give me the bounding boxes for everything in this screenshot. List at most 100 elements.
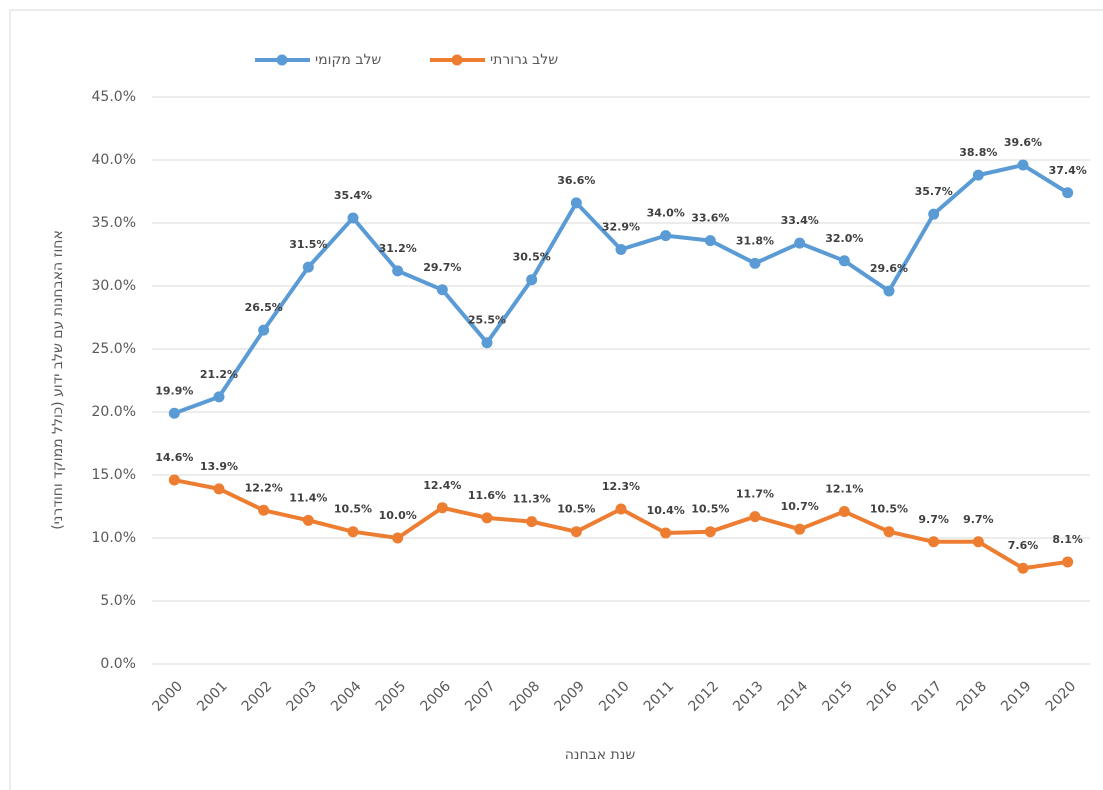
value-label: 29.6%	[870, 262, 908, 275]
point	[392, 532, 404, 544]
point	[258, 504, 270, 516]
value-label: 8.1%	[1052, 533, 1083, 546]
point	[615, 243, 627, 255]
value-label: 33.6%	[691, 212, 729, 225]
value-label: 32.9%	[602, 220, 640, 233]
point	[972, 536, 984, 548]
y-tick-label: 30.0%	[92, 278, 136, 294]
point	[570, 197, 582, 209]
point	[526, 274, 538, 286]
point	[481, 337, 493, 349]
value-label: 26.5%	[245, 301, 283, 314]
point	[883, 526, 895, 538]
value-label: 34.0%	[647, 207, 685, 220]
value-label: 10.5%	[691, 503, 729, 516]
value-label: 39.6%	[1004, 136, 1042, 149]
point	[704, 526, 716, 538]
point	[749, 511, 761, 523]
point	[1017, 159, 1029, 171]
y-tick-label: 45.0%	[92, 89, 136, 105]
legend-label: שלב מקומי	[315, 52, 381, 68]
point	[347, 526, 359, 538]
x-axis-label: שנת אבחנה	[565, 747, 636, 763]
y-tick-label: 5.0%	[100, 593, 136, 609]
value-label: 10.4%	[647, 504, 685, 517]
y-tick-label: 35.0%	[92, 215, 136, 231]
legend-label: שלב גרורתי	[490, 52, 558, 68]
point	[838, 255, 850, 267]
value-label: 14.6%	[155, 451, 193, 464]
value-label: 37.4%	[1049, 164, 1087, 177]
point	[794, 523, 806, 535]
value-label: 31.5%	[289, 238, 327, 251]
point	[347, 212, 359, 224]
point	[928, 208, 940, 220]
point	[436, 502, 448, 514]
point	[436, 284, 448, 296]
point	[660, 230, 672, 242]
value-label: 32.0%	[825, 232, 863, 245]
value-label: 11.4%	[289, 491, 327, 504]
point	[213, 391, 225, 403]
point	[168, 407, 180, 419]
legend-marker	[276, 54, 288, 66]
point	[302, 261, 314, 273]
value-label: 21.2%	[200, 368, 238, 381]
y-tick-label: 25.0%	[92, 341, 136, 357]
point	[883, 285, 895, 297]
point	[972, 169, 984, 181]
point	[838, 506, 850, 518]
value-label: 33.4%	[781, 214, 819, 227]
value-label: 12.1%	[825, 483, 863, 496]
value-label: 19.9%	[155, 384, 193, 397]
value-label: 29.7%	[423, 261, 461, 274]
value-label: 10.5%	[870, 503, 908, 516]
value-label: 30.5%	[513, 251, 551, 264]
value-label: 7.6%	[1008, 539, 1039, 552]
chart-frame	[9, 9, 1103, 790]
point	[1062, 556, 1074, 568]
point	[704, 235, 716, 247]
value-label: 10.5%	[334, 503, 372, 516]
value-label: 35.7%	[915, 185, 953, 198]
value-label: 10.0%	[379, 509, 417, 522]
point	[302, 514, 314, 526]
y-tick-label: 0.0%	[100, 656, 136, 672]
point	[258, 324, 270, 336]
value-label: 36.6%	[557, 174, 595, 187]
point	[570, 526, 582, 538]
point	[1062, 187, 1074, 199]
point	[615, 503, 627, 515]
value-label: 25.5%	[468, 314, 506, 327]
point	[213, 483, 225, 495]
y-tick-label: 10.0%	[92, 530, 136, 546]
y-tick-label: 20.0%	[92, 404, 136, 420]
point	[749, 257, 761, 269]
point	[1017, 562, 1029, 574]
y-tick-label: 15.0%	[92, 467, 136, 483]
legend-marker	[451, 54, 463, 66]
value-label: 9.7%	[918, 513, 949, 526]
value-label: 10.7%	[781, 500, 819, 513]
value-label: 35.4%	[334, 189, 372, 202]
value-label: 10.5%	[557, 503, 595, 516]
point	[392, 265, 404, 277]
value-label: 11.3%	[513, 493, 551, 506]
point	[526, 516, 538, 528]
value-label: 9.7%	[963, 513, 994, 526]
value-label: 12.3%	[602, 480, 640, 493]
point	[928, 536, 940, 548]
value-label: 38.8%	[959, 146, 997, 159]
value-label: 11.6%	[468, 489, 506, 502]
value-label: 12.2%	[245, 481, 283, 494]
y-tick-label: 40.0%	[92, 152, 136, 168]
value-label: 31.8%	[736, 234, 774, 247]
value-label: 12.4%	[423, 479, 461, 492]
value-label: 13.9%	[200, 460, 238, 473]
y-axis-label: אחוז האבחנות עם שלב ידוע (כולל ממוקד וחו…	[50, 230, 66, 530]
point	[481, 512, 493, 524]
point	[660, 527, 672, 539]
value-label: 11.7%	[736, 488, 774, 501]
point	[794, 237, 806, 249]
